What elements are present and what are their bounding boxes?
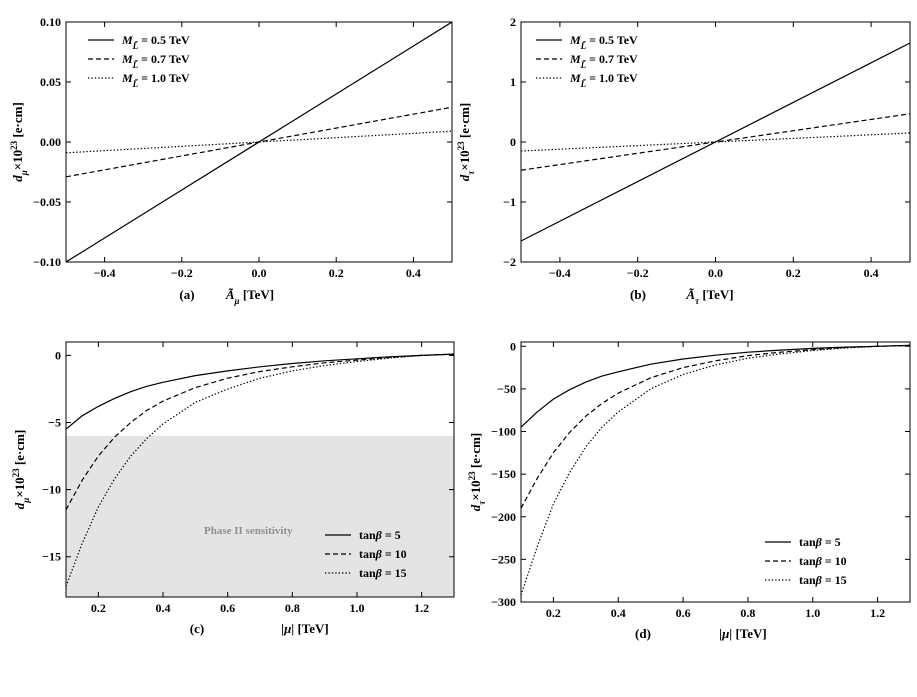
y-tick-label: 1 — [510, 75, 516, 89]
panel-label: (d) — [635, 626, 651, 641]
chart-panel-4: 0.2 0.4 0.6 0.8 1.0 1.2 −300 −250 −200 −150 −100 −5… — [467, 339, 911, 641]
series-line-dashed — [66, 353, 454, 511]
legend-entry: ML̃ = 0.5 TeV — [121, 33, 190, 51]
x-tick-label: −0.2 — [627, 266, 649, 280]
y-axis-label: dμ×1023 [e·cm] — [11, 430, 31, 510]
panel-label: (a) — [179, 287, 194, 302]
x-tick-label: −0.4 — [94, 266, 116, 280]
y-tick-label: −1 — [503, 195, 516, 209]
y-tick-label: −100 — [491, 425, 516, 439]
y-tick-label: −0.10 — [33, 255, 61, 269]
x-tick-label: −0.2 — [171, 266, 193, 280]
x-axis-label: |μ| [TeV] — [281, 621, 329, 636]
x-axis-label: Ãτ [TeV] — [685, 287, 733, 306]
y-tick-label: 0 — [55, 348, 61, 362]
shaded-region-label: Phase II sensitivity — [204, 525, 293, 537]
y-tick-label: −10 — [42, 483, 61, 497]
y-tick-label: −200 — [491, 510, 516, 524]
x-tick-label: 0.4 — [156, 601, 171, 615]
x-tick-label: 0.2 — [329, 266, 344, 280]
legend-entry: ML̃ = 0.5 TeV — [569, 33, 638, 51]
legend-entry: ML̃ = 0.7 TeV — [121, 52, 190, 70]
y-axis-label: dμ×1023 [e·cm] — [9, 102, 29, 182]
series-line-dashed — [521, 344, 910, 509]
legend-entry: tanβ = 10 — [799, 554, 847, 568]
plot-frame — [65, 341, 455, 598]
x-tick-label: 1.0 — [350, 601, 365, 615]
x-tick-label: 0.8 — [740, 606, 755, 620]
x-tick-label: 1.2 — [870, 606, 885, 620]
legend: tanβ = 5 tanβ = 10 tanβ = 15 — [325, 528, 407, 580]
legend-entry: tanβ = 5 — [799, 535, 841, 549]
series-line-solid — [521, 344, 910, 428]
x-tick-label: −0.4 — [549, 266, 571, 280]
panel-label: (c) — [190, 621, 204, 636]
legend-entry: tanβ = 10 — [359, 547, 407, 561]
series-line-dotted — [521, 132, 910, 152]
legend-entry: ML̃ = 1.0 TeV — [569, 71, 638, 89]
legend-entry: ML̃ = 0.7 TeV — [569, 52, 638, 70]
y-tick-label: −150 — [491, 467, 516, 481]
legend-entry: tanβ = 5 — [359, 528, 401, 542]
x-tick-label: 0.0 — [708, 266, 723, 280]
y-tick-label: −50 — [497, 382, 516, 396]
y-axis-label: dτ×1023 [e·cm] — [467, 433, 487, 512]
y-tick-label: 0 — [510, 339, 516, 353]
series-line-dashed — [66, 106, 452, 178]
y-tick-label: 0.00 — [40, 135, 61, 149]
legend: tanβ = 5 tanβ = 10 tanβ = 15 — [765, 535, 847, 587]
x-axis-label: Ãμ [TeV] — [225, 287, 274, 306]
y-tick-label: −0.05 — [33, 195, 61, 209]
x-tick-label: 1.0 — [805, 606, 820, 620]
y-tick-label: −5 — [48, 416, 61, 430]
y-tick-label: −250 — [491, 552, 516, 566]
panel-label: (b) — [630, 287, 646, 302]
y-tick-label: 0 — [510, 135, 516, 149]
x-tick-label: 0.6 — [220, 601, 235, 615]
x-tick-label: 1.2 — [414, 601, 429, 615]
series-line-solid — [66, 353, 454, 430]
chart-panel-1: −0.4 −0.2 0.0 0.2 0.4 −0.10 −0.05 0.00 0.05 0.10 M… — [9, 15, 453, 306]
plot-frame — [520, 341, 911, 603]
x-tick-label: 0.4 — [864, 266, 879, 280]
y-tick-label: −2 — [503, 255, 516, 269]
y-tick-label: −300 — [491, 595, 516, 609]
legend-entry: ML̃ = 1.0 TeV — [121, 71, 190, 89]
x-tick-label: 0.2 — [546, 606, 561, 620]
y-tick-label: 2 — [510, 15, 516, 29]
series-line-dotted — [521, 344, 910, 596]
x-tick-label: 0.0 — [252, 266, 267, 280]
phase-ii-sensitivity-region — [66, 435, 454, 597]
chart-panel-3: Phase II sensitivity 0.2 0.4 0.6 0.8 1.0 1.2 −1… — [11, 341, 455, 636]
y-tick-label: −15 — [42, 550, 61, 564]
y-tick-label: 0.05 — [40, 75, 61, 89]
legend-entry: tanβ = 15 — [359, 566, 407, 580]
x-tick-label: 0.2 — [91, 601, 106, 615]
y-tick-label: 0.10 — [40, 15, 61, 29]
x-axis-label: |μ| [TeV] — [719, 626, 767, 641]
x-tick-label: 0.4 — [406, 266, 421, 280]
x-tick-label: 0.8 — [285, 601, 300, 615]
x-tick-label: 0.4 — [611, 606, 626, 620]
x-tick-label: 0.6 — [676, 606, 691, 620]
legend-entry: tanβ = 15 — [799, 573, 847, 587]
y-axis-label: dτ×1023 [e·cm] — [456, 103, 476, 182]
x-tick-label: 0.2 — [786, 266, 801, 280]
